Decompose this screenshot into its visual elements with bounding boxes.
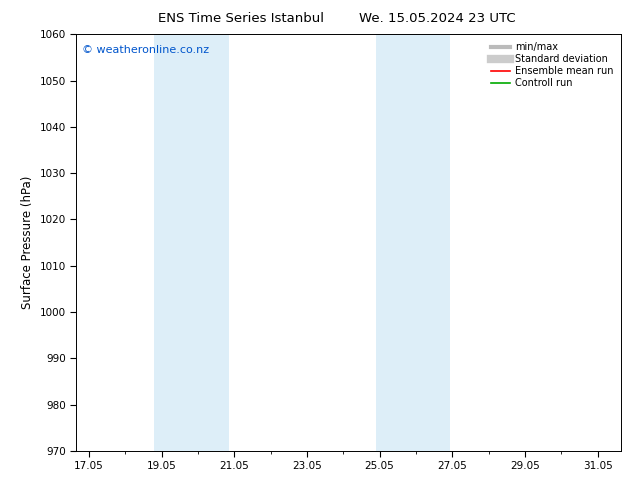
Bar xyxy=(376,34,413,451)
Legend: min/max, Standard deviation, Ensemble mean run, Controll run: min/max, Standard deviation, Ensemble me… xyxy=(488,39,616,91)
Text: © weatheronline.co.nz: © weatheronline.co.nz xyxy=(82,45,209,55)
Bar xyxy=(154,34,191,451)
Bar xyxy=(191,34,229,451)
Bar xyxy=(413,34,451,451)
Text: We. 15.05.2024 23 UTC: We. 15.05.2024 23 UTC xyxy=(359,12,516,25)
Text: ENS Time Series Istanbul: ENS Time Series Istanbul xyxy=(158,12,324,25)
Y-axis label: Surface Pressure (hPa): Surface Pressure (hPa) xyxy=(21,176,34,309)
